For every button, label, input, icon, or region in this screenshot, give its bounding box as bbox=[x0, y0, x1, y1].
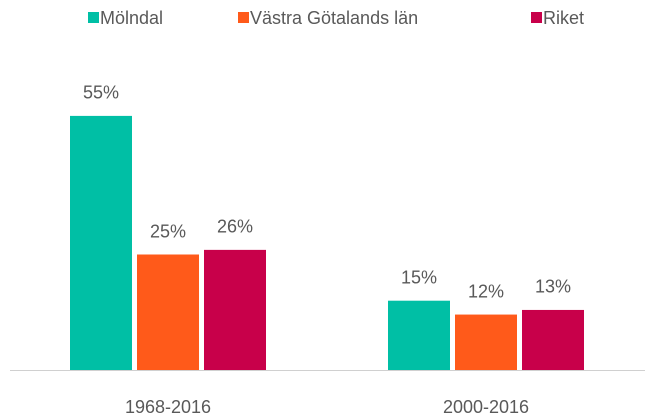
data-label: 12% bbox=[468, 281, 504, 301]
bar bbox=[455, 314, 517, 370]
x-tick-label: 2000-2016 bbox=[443, 397, 529, 417]
legend-label: Riket bbox=[543, 8, 584, 28]
data-label: 25% bbox=[150, 221, 186, 241]
data-label: 15% bbox=[401, 267, 437, 287]
bar bbox=[522, 309, 584, 370]
bar bbox=[137, 254, 199, 370]
data-label: 13% bbox=[535, 277, 571, 297]
x-tick-label: 1968-2016 bbox=[125, 397, 211, 417]
legend-swatch bbox=[88, 12, 99, 23]
legend-label: Mölndal bbox=[100, 8, 163, 28]
bar bbox=[204, 249, 266, 370]
bar bbox=[70, 115, 132, 371]
legend-label: Västra Götalands län bbox=[250, 8, 418, 28]
legend-swatch bbox=[238, 12, 249, 23]
data-label: 26% bbox=[217, 217, 253, 237]
data-label: 55% bbox=[83, 83, 119, 103]
legend-swatch bbox=[531, 12, 542, 23]
bar bbox=[388, 300, 450, 370]
